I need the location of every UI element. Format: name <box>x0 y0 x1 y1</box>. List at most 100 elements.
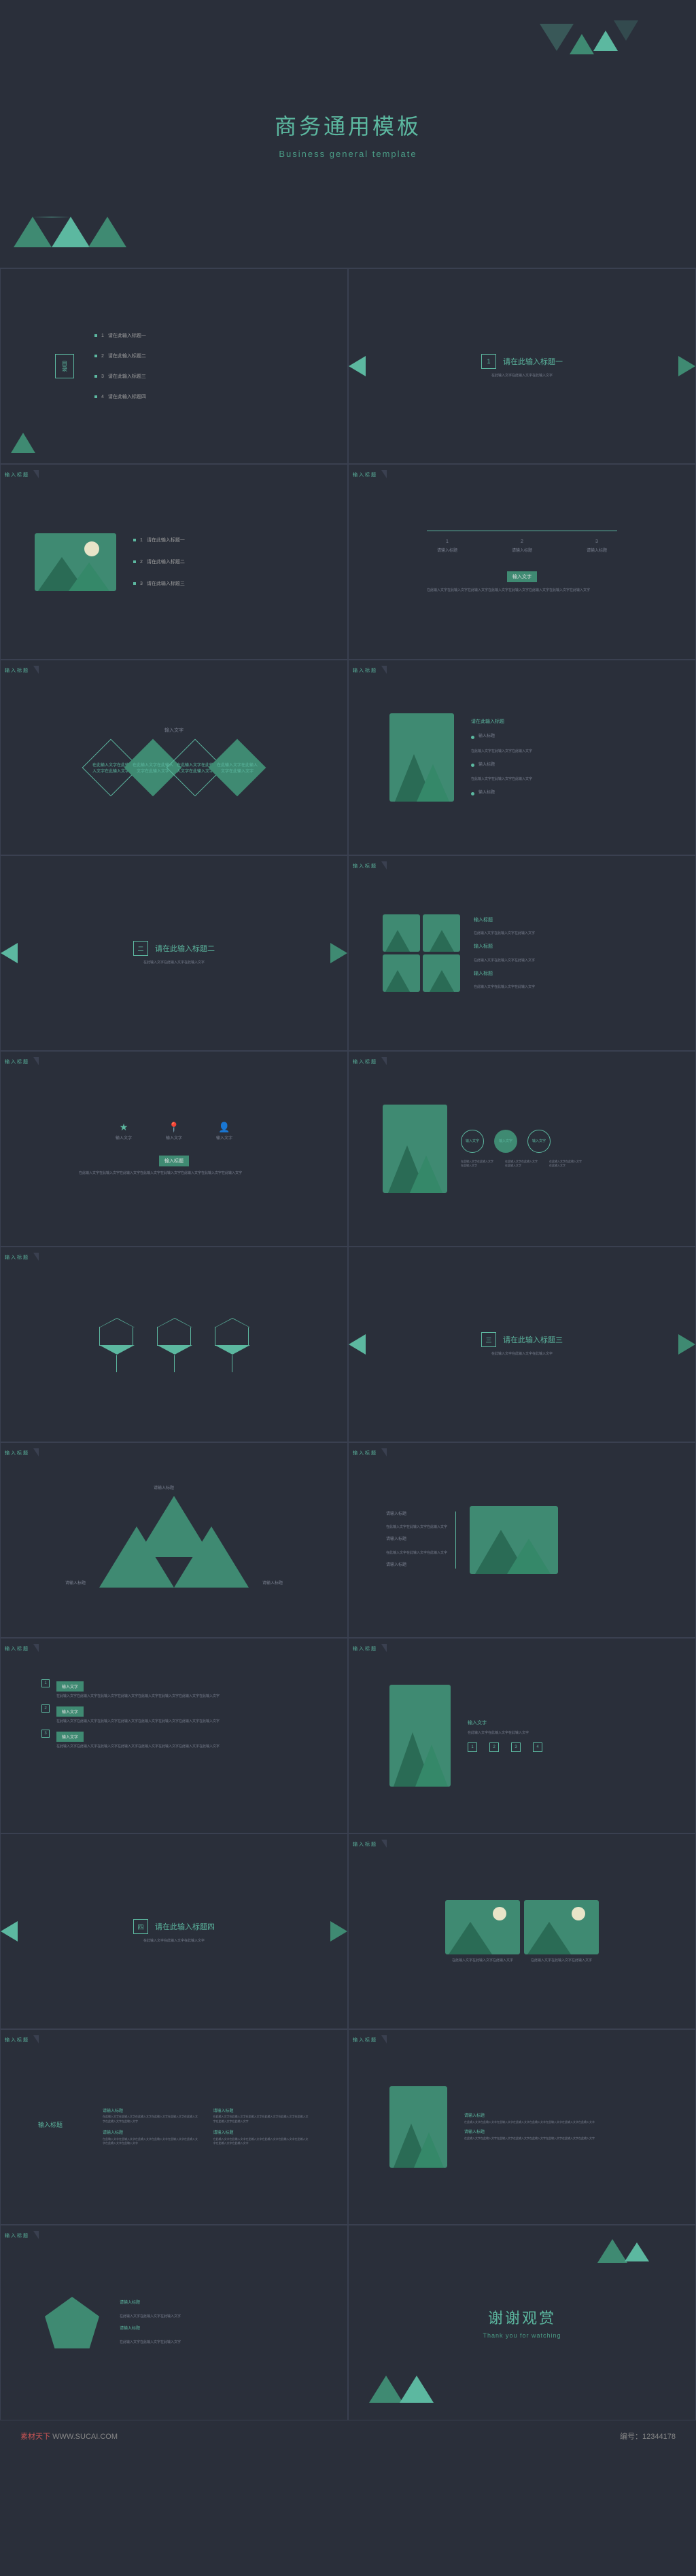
footer: 素材天下 WWW.SUCAI.COM 编号：12344178 <box>0 2420 696 2452</box>
circle-item: 输入文字 <box>494 1130 517 1153</box>
toc-icon: 目录 <box>55 354 74 378</box>
step-num: 1 <box>468 1742 477 1752</box>
hexagon-item <box>215 1327 249 1346</box>
bracket-item: 请输入标题 <box>386 1511 447 1518</box>
bullet-item: 输入标题 <box>478 734 495 740</box>
list-item: 2 请在此输入标题二 <box>133 558 185 565</box>
bracket-item: 请输入标题 <box>386 1562 447 1569</box>
section-num: 三 <box>481 1332 496 1347</box>
circles-image-slide: 输入标题 输入文字 输入文字 输入文字 在此输入文字在此输入文字在此输入文字 在… <box>348 1051 696 1247</box>
pentagon-slide: 输入标题 请输入标题 在此输入文字在此输入文字在此输入文字 请输入标题 在此输入… <box>0 2225 348 2420</box>
step-title: 输入文字 <box>468 1719 542 1727</box>
section-title: 请在此输入标题一 <box>503 356 563 367</box>
content-box: 输入文字 <box>507 571 537 582</box>
star-icon: ★ <box>116 1122 132 1133</box>
hexagon-item <box>157 1327 191 1346</box>
timeline-label: 请输入标题 <box>587 548 607 555</box>
text-title: 请输入标题 <box>464 2113 595 2120</box>
toc-item: 1 请在此输入标题一 <box>94 332 146 339</box>
quad-box <box>423 914 460 952</box>
row-title: 输入文字 <box>56 1732 84 1742</box>
slide-title: 输入文字 <box>164 727 184 734</box>
bullet-item: 输入标题 <box>478 762 495 769</box>
timeline-slide: 输入标题 1请输入标题 2请输入标题 3请输入标题 输入文字 在此输入文字在此输… <box>348 464 696 660</box>
section-2-divider: 二 请在此输入标题二 在此输入文字在此输入文字在此输入文字 <box>0 855 348 1051</box>
step-num: 4 <box>533 1742 542 1752</box>
content-slide: 输入标题 1 请在此输入标题一 2 请在此输入标题二 3 请在此输入标题三 <box>0 464 348 660</box>
content-box: 输入标题 <box>159 1156 189 1166</box>
section-desc: 在此输入文字在此输入文字在此输入文字 <box>491 373 553 378</box>
list-title: 输入标题 <box>474 916 535 924</box>
two-col-text-slide: 输入标题 输入标题 请输入标题在此输入文字在此输入文字在此输入文字在此输入文字在… <box>0 2029 348 2225</box>
toc-slide: 目录 1 请在此输入标题一 2 请在此输入标题二 3 请在此输入标题三 4 请在… <box>0 268 348 464</box>
diamonds-slide: 输入标题 输入文字 在此输入文字在此输入文字在此输入文字 在此输入文字在此输入文… <box>0 660 348 855</box>
pentagon-title: 请输入标题 <box>120 2300 181 2307</box>
text-title: 请输入标题 <box>464 2130 595 2136</box>
list-title: 输入标题 <box>474 970 535 978</box>
hexagon-slide: 输入标题 <box>0 1247 348 1442</box>
pentagon-title: 请输入标题 <box>120 2326 181 2333</box>
row-title: 输入文字 <box>56 1706 84 1717</box>
toc-item: 3 请在此输入标题三 <box>94 373 146 380</box>
thanks-subtitle: Thank you for watching <box>483 2332 561 2339</box>
section-num: 1 <box>481 354 496 369</box>
icon-columns-slide: 输入标题 ★输入文字 📍输入文字 👤输入文字 输入标题 在此输入文字在此输入文字… <box>0 1051 348 1247</box>
diamond-item: 在此输入文字在此输入文字在此输入文字 <box>209 738 266 796</box>
vertical-image-steps-slide: 输入标题 输入文字 在此输入文字在此输入文字在此输入文字 1 2 3 4 <box>348 1638 696 1833</box>
toc-item: 4 请在此输入标题四 <box>94 393 146 400</box>
section-1-divider: 1 请在此输入标题一 在此输入文字在此输入文字在此输入文字 <box>348 268 696 464</box>
image-placeholder <box>35 533 116 591</box>
toc-item: 2 请在此输入标题二 <box>94 353 146 359</box>
image-placeholder <box>389 1685 451 1787</box>
col-title: 输入标题 <box>38 2120 86 2129</box>
quad-boxes-slide: 输入标题 输入标题 在此输入文字在此输入文字在此输入文字 输入标题 在此输入文字… <box>348 855 696 1051</box>
thanks-title: 谢谢观赏 <box>488 2306 556 2328</box>
bracket-image-slide: 输入标题 请输入标题 在此输入文字在此输入文字在此输入文字 请输入标题 在此输入… <box>348 1442 696 1638</box>
numbered-rows-slide: 输入标题 1输入文字在此输入文字在此输入文字在此输入文字在此输入文字在此输入文字… <box>0 1638 348 1833</box>
section-title: 请在此输入标题四 <box>155 1921 215 1932</box>
image-placeholder <box>470 1506 558 1574</box>
list-item: 1 请在此输入标题一 <box>133 537 185 543</box>
cover-title: 商务通用模板 <box>275 109 421 141</box>
step-num: 3 <box>511 1742 521 1752</box>
cover-slide: 商务通用模板 Business general template <box>0 0 696 268</box>
image-placeholder <box>389 713 454 802</box>
section-num: 四 <box>133 1919 148 1934</box>
hexagon-item <box>99 1327 133 1346</box>
footer-site[interactable]: 素材天下 <box>20 2433 50 2441</box>
list-item: 3 请在此输入标题三 <box>133 580 185 587</box>
quad-box <box>423 954 460 992</box>
image-bullets-slide: 输入标题 请在此输入标题 输入标题 在此输入文字在此输入文字在此输入文字 输入标… <box>348 660 696 855</box>
list-title: 输入标题 <box>474 943 535 950</box>
section-3-divider: 三 请在此输入标题三 在此输入文字在此输入文字在此输入文字 <box>348 1247 696 1442</box>
image-placeholder <box>445 1900 520 1954</box>
quad-box <box>383 914 420 952</box>
circle-item: 输入文字 <box>527 1130 551 1153</box>
bracket-item: 请输入标题 <box>386 1537 447 1543</box>
timeline-label: 请输入标题 <box>437 548 457 555</box>
step-num: 2 <box>489 1742 499 1752</box>
section-4-divider: 四 请在此输入标题四 在此输入文字在此输入文字在此输入文字 <box>0 1833 348 2029</box>
pentagon-shape <box>45 2297 99 2348</box>
bullet-title: 请在此输入标题 <box>471 718 532 726</box>
pin-icon: 📍 <box>166 1122 182 1133</box>
final-two-col-slide: 输入标题 请输入标题在此输入文字在此输入文字在此输入文字在此输入文字在此输入文字… <box>348 2029 696 2225</box>
thanks-slide: 谢谢观赏 Thank you for watching <box>348 2225 696 2420</box>
cover-subtitle: Business general template <box>279 149 417 159</box>
section-title: 请在此输入标题三 <box>503 1334 563 1345</box>
section-num: 二 <box>133 941 148 956</box>
timeline-label: 请输入标题 <box>512 548 532 555</box>
image-placeholder <box>389 2086 447 2168</box>
quad-box <box>383 954 420 992</box>
bullet-item: 输入标题 <box>478 790 495 797</box>
circle-item: 输入文字 <box>461 1130 484 1153</box>
dual-image-slide: 输入标题 在此输入文字在此输入文字在此输入文字 <box>348 1833 696 2029</box>
person-icon: 👤 <box>216 1122 232 1133</box>
triangle-right <box>174 1526 249 1588</box>
image-placeholder <box>524 1900 599 1954</box>
content-desc: 在此输入文字在此输入文字在此输入文字在此输入文字在此输入文字在此输入文字在此输入… <box>427 588 617 593</box>
row-title: 输入文字 <box>56 1681 84 1692</box>
triangle-left <box>99 1526 174 1588</box>
image-placeholder <box>383 1105 447 1193</box>
big-triangle-slide: 输入标题 请输入标题 请输入标题 请输入标题 <box>0 1442 348 1638</box>
